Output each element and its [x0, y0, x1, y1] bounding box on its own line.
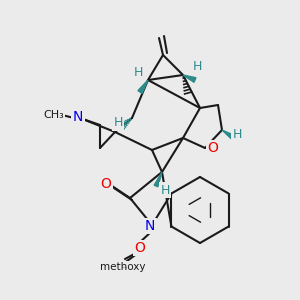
Text: N: N [73, 110, 83, 124]
Text: O: O [135, 241, 146, 255]
Polygon shape [183, 75, 196, 82]
Text: O: O [100, 177, 111, 191]
Text: CH₃: CH₃ [44, 110, 64, 120]
Text: H: H [133, 65, 143, 79]
Text: methoxy: methoxy [122, 267, 128, 268]
Text: H: H [232, 128, 242, 142]
Text: N: N [145, 219, 155, 233]
Text: H: H [113, 116, 123, 130]
Polygon shape [222, 130, 236, 140]
Text: O: O [208, 141, 218, 155]
Polygon shape [138, 80, 148, 93]
Text: methoxy: methoxy [100, 262, 146, 272]
Polygon shape [154, 172, 162, 187]
Text: H: H [160, 184, 170, 196]
Text: H: H [192, 61, 202, 74]
